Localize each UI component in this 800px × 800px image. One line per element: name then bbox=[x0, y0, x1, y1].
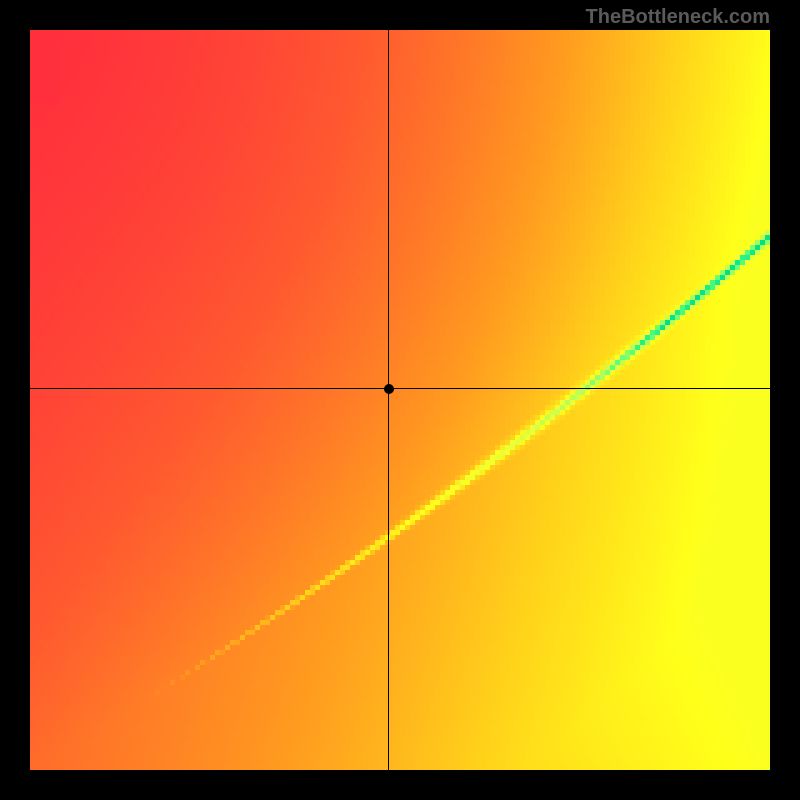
watermark-text: TheBottleneck.com bbox=[586, 6, 770, 29]
crosshair-vertical bbox=[388, 30, 389, 770]
heatmap-canvas bbox=[30, 30, 770, 770]
crosshair-horizontal bbox=[30, 388, 770, 389]
marker-point bbox=[384, 384, 394, 394]
